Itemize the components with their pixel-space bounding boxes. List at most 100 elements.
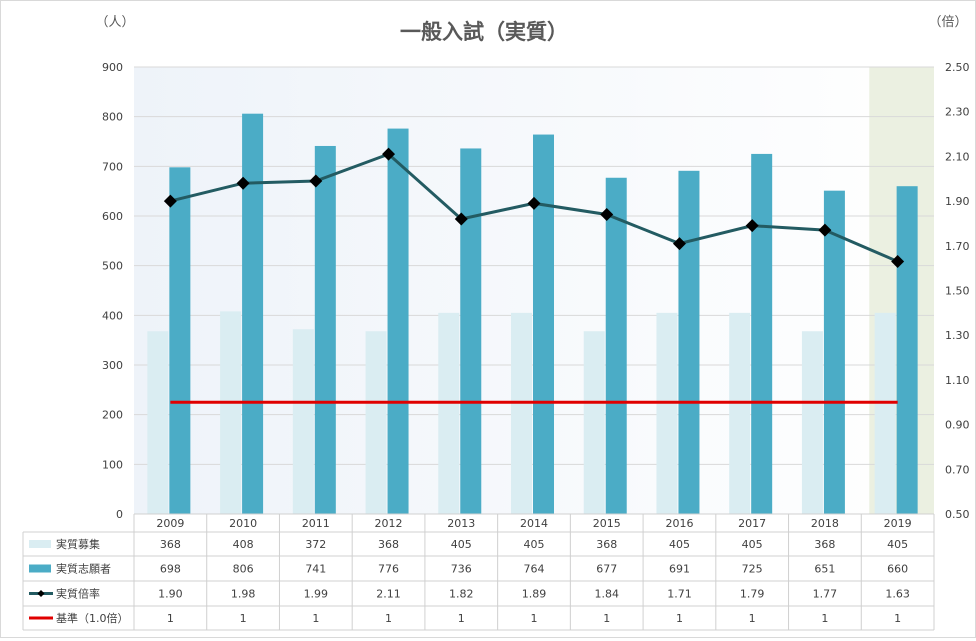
x-tick-label: 2009 — [156, 517, 184, 530]
y-tick-label: 300 — [102, 359, 123, 372]
ratio-marker-2014 — [527, 196, 541, 210]
bar-recruit-2016 — [656, 312, 678, 514]
legend-label: 実質募集 — [56, 537, 100, 551]
table-cell: 651 — [814, 563, 835, 576]
table-cell: 1 — [749, 612, 756, 625]
x-tick-label: 2019 — [884, 517, 912, 530]
left-axis-unit: （人） — [95, 15, 134, 30]
table-cell: 405 — [524, 538, 545, 551]
x-tick-label: 2017 — [738, 517, 766, 530]
bar-applicants-2011 — [314, 145, 336, 514]
bar-applicants-2010 — [242, 113, 264, 514]
legend-label: 基準（1.0倍） — [56, 611, 129, 625]
y-tick-label: 600 — [102, 210, 123, 223]
ratio-marker-2017 — [745, 219, 759, 233]
table-cell: 660 — [887, 563, 908, 576]
table-cell: 1.89 — [522, 588, 547, 601]
table-cell: 405 — [451, 538, 472, 551]
x-tick-label: 2010 — [229, 517, 257, 530]
y2-tick-label: 1.70 — [945, 240, 970, 253]
y2-tick-label: 2.30 — [945, 106, 970, 119]
bar-applicants-2015 — [605, 177, 627, 515]
table-cell: 1.71 — [667, 588, 692, 601]
y-tick-label: 200 — [102, 409, 123, 422]
y2-tick-label: 1.30 — [945, 329, 970, 342]
table-cell: 372 — [305, 538, 326, 551]
table-cell: 677 — [596, 563, 617, 576]
x-tick-label: 2011 — [302, 517, 330, 530]
ratio-marker-2018 — [818, 223, 832, 237]
bar-recruit-2012 — [365, 331, 387, 514]
table-cell: 1.77 — [813, 588, 838, 601]
table-cell: 1 — [240, 612, 247, 625]
y2-tick-label: 0.90 — [945, 419, 970, 432]
y2-tick-label: 1.10 — [945, 374, 970, 387]
ratio-marker-2019 — [891, 254, 905, 268]
right-axis-unit: （倍） — [928, 15, 967, 30]
table-cell: 1 — [312, 612, 319, 625]
table-cell: 405 — [887, 538, 908, 551]
table-cell: 776 — [378, 563, 399, 576]
bar-recruit-2014 — [511, 312, 532, 514]
y2-tick-label: 2.10 — [945, 150, 970, 163]
table-cell: 1.84 — [594, 588, 619, 601]
y2-tick-label: 2.50 — [945, 61, 970, 74]
chart-title: 一般入試（実質） — [400, 20, 568, 44]
x-tick-label: 2018 — [811, 517, 839, 530]
table-cell: 1.79 — [740, 588, 765, 601]
ratio-marker-2012 — [382, 147, 396, 161]
table-cell: 1 — [676, 612, 683, 625]
table-cell: 368 — [160, 538, 181, 551]
table-cell: 691 — [669, 563, 690, 576]
bar-applicants-2009 — [169, 167, 191, 514]
y-tick-label: 0 — [116, 508, 123, 521]
bar-applicants-2014 — [533, 134, 554, 514]
bar-applicants-2018 — [823, 190, 845, 515]
table-cell: 1.99 — [304, 588, 329, 601]
x-tick-label: 2015 — [593, 517, 621, 530]
legend-key-marker — [37, 590, 45, 597]
table-cell: 698 — [160, 563, 181, 576]
legend-key-0 — [29, 540, 51, 548]
y2-tick-label: 0.50 — [945, 508, 970, 521]
bar-recruit-2011 — [292, 329, 314, 514]
table-cell: 1.98 — [231, 588, 256, 601]
bar-recruit-2018 — [801, 331, 823, 514]
table-cell: 405 — [742, 538, 763, 551]
table-cell: 405 — [669, 538, 690, 551]
table-cell: 1.90 — [158, 588, 183, 601]
bar-applicants-2017 — [751, 153, 773, 514]
bar-applicants-2016 — [678, 170, 700, 514]
bar-applicants-2012 — [387, 128, 409, 514]
bar-recruit-2019 — [874, 312, 896, 514]
table-cell: 1.82 — [449, 588, 474, 601]
table-cell: 725 — [742, 563, 763, 576]
table-cell: 764 — [524, 563, 545, 576]
table-cell: 368 — [596, 538, 617, 551]
table-cell: 408 — [233, 538, 254, 551]
table-cell: 1 — [385, 612, 392, 625]
y-tick-label: 500 — [102, 260, 123, 273]
bar-recruit-2009 — [147, 331, 169, 514]
x-tick-label: 2013 — [447, 517, 475, 530]
ratio-marker-2015 — [600, 208, 614, 222]
ratio-marker-2011 — [309, 174, 323, 188]
table-cell: 1 — [167, 612, 174, 625]
ratio-marker-2009 — [163, 194, 177, 208]
y2-tick-label: 1.90 — [945, 195, 970, 208]
bar-applicants-2019 — [896, 186, 918, 514]
y2-tick-label: 0.70 — [945, 463, 970, 476]
table-cell: 1 — [821, 612, 828, 625]
ratio-marker-2013 — [454, 212, 468, 226]
table-cell: 1.63 — [885, 588, 910, 601]
table-cell: 368 — [814, 538, 835, 551]
table-cell: 368 — [378, 538, 399, 551]
table-cell: 1 — [603, 612, 610, 625]
bar-recruit-2013 — [438, 312, 460, 514]
table-cell: 2.11 — [376, 588, 401, 601]
ratio-marker-2016 — [672, 237, 686, 251]
table-cell: 1 — [894, 612, 901, 625]
y-tick-label: 700 — [102, 160, 123, 173]
